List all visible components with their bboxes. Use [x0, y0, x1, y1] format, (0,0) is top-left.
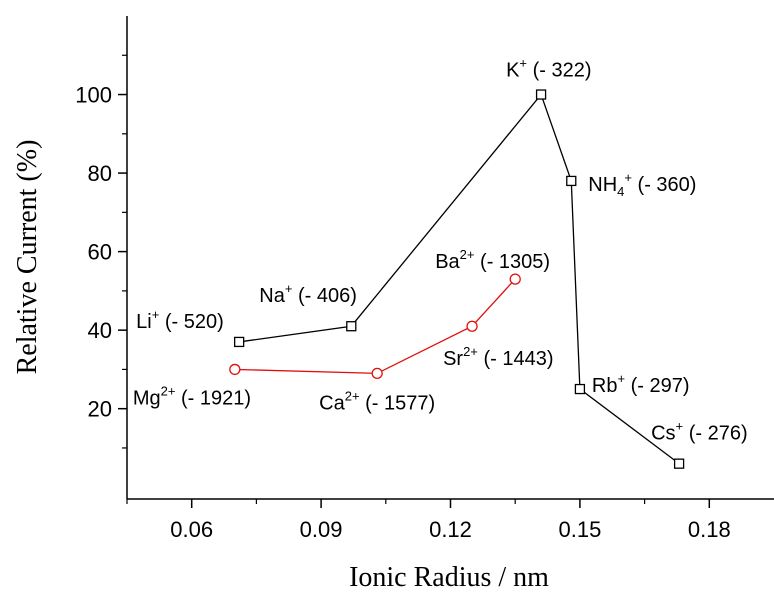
- point-label: K+ (- 322): [506, 56, 591, 82]
- data-point: [509, 273, 521, 285]
- y-tick-label: 20: [88, 397, 112, 422]
- axis-ticks: [118, 54, 711, 508]
- y-tick-label: 40: [88, 318, 112, 343]
- x-axis-title: Ionic Radius / nm: [349, 562, 549, 593]
- point-label: Cs+ (- 276): [651, 419, 748, 445]
- series-2: [229, 273, 521, 379]
- axis-tick-labels: 0.06 0.09 0.12 0.15 0.18 20 40 60 80 100: [75, 83, 730, 542]
- data-point: [566, 175, 577, 187]
- point-label: Na+ (- 406): [259, 281, 357, 307]
- data-point: [229, 363, 241, 376]
- x-tick-label: 0.15: [558, 517, 601, 542]
- data-point: [233, 336, 245, 348]
- y-tick-label: 60: [88, 240, 112, 265]
- point-label: Rb+ (- 297): [592, 371, 690, 397]
- point-label: Ba2+ (- 1305): [435, 247, 550, 273]
- y-tick-label: 80: [88, 161, 112, 186]
- point-label: NH4+ (- 360): [588, 170, 696, 199]
- series-1: [233, 89, 685, 469]
- x-tick-label: 0.09: [300, 517, 343, 542]
- y-tick-label: 100: [75, 83, 112, 108]
- series-line: [239, 93, 680, 465]
- x-tick-label: 0.12: [429, 517, 472, 542]
- point-annotations: Li+ (- 520) Na+ (- 406) K+ (- 322) NH4+ (- …: [133, 56, 748, 445]
- data-point: [574, 383, 586, 395]
- x-tick-label: 0.18: [688, 517, 731, 542]
- y-axis-title: Relative Current (%): [12, 140, 43, 375]
- point-label: Sr2+ (- 1443): [443, 344, 553, 370]
- point-label: Li+ (- 520): [136, 307, 224, 333]
- data-point: [346, 321, 357, 332]
- data-point: [466, 320, 478, 332]
- data-point: [371, 367, 383, 379]
- point-label: Ca2+ (- 1577): [319, 388, 435, 414]
- point-label: Mg2+ (- 1921): [133, 383, 251, 409]
- x-tick-label: 0.06: [170, 517, 213, 542]
- series-line: [234, 278, 516, 374]
- data-point: [535, 89, 547, 100]
- data-point: [673, 458, 685, 469]
- series-layer: [229, 89, 685, 469]
